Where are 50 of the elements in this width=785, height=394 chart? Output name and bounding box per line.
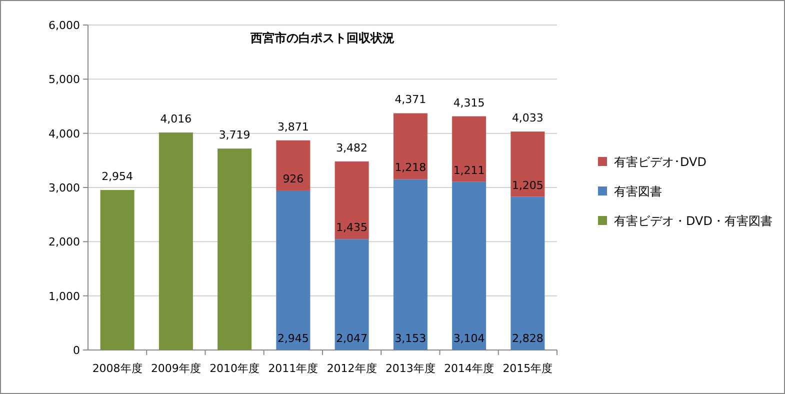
y-tick-label: 5,000 <box>48 73 80 86</box>
total-label: 3,871 <box>277 120 309 134</box>
data-label: 2,945 <box>277 332 309 345</box>
bar <box>393 113 428 180</box>
total-label: 4,033 <box>512 112 544 125</box>
bar <box>158 132 193 350</box>
bar <box>276 190 310 350</box>
total-label: 4,315 <box>453 96 485 110</box>
x-tick-label: 2011年度 <box>268 362 318 375</box>
legend-label: 有害ビデオ・DVD・有害図書 <box>614 214 772 228</box>
data-label: 2,047 <box>336 332 368 345</box>
bar <box>218 148 252 350</box>
data-label: 1,205 <box>512 178 544 192</box>
bar <box>276 140 310 190</box>
y-tick-label: 3,000 <box>48 182 80 194</box>
bar <box>510 132 545 197</box>
data-label: 3,153 <box>394 332 426 345</box>
total-label: 2,954 <box>102 170 134 183</box>
x-tick-label: 2015年度 <box>502 362 553 375</box>
bar <box>452 182 486 350</box>
data-label: 3,104 <box>453 332 485 345</box>
bar <box>100 190 134 350</box>
bar <box>452 116 486 182</box>
x-tick-label: 2013年度 <box>385 362 436 375</box>
y-tick-label: 1,000 <box>48 290 80 303</box>
total-label: 3,719 <box>218 128 250 142</box>
legend-label: 有害図書 <box>614 184 662 198</box>
y-tick-label: 6,000 <box>48 19 80 32</box>
data-label: 1,435 <box>336 221 368 234</box>
text: 西宮市の白ポスト回収状況 <box>250 31 394 45</box>
data-label: 2,828 <box>512 332 544 345</box>
x-tick-label: 2009年度 <box>150 362 201 375</box>
bar <box>510 196 545 350</box>
y-tick-label: 2,000 <box>48 236 80 249</box>
bar <box>334 161 369 240</box>
bar <box>393 179 428 350</box>
y-tick-label: 0 <box>73 344 80 357</box>
data-label: 1,211 <box>453 164 485 177</box>
x-tick-label: 2008年度 <box>92 362 142 375</box>
data-label: 926 <box>282 172 304 186</box>
total-label: 4,371 <box>394 93 426 106</box>
total-label: 4,016 <box>160 112 192 126</box>
bar <box>334 239 369 350</box>
data-label: 1,218 <box>394 161 426 174</box>
legend-label: 有害ビデオ･DVD <box>614 155 706 169</box>
x-tick-label: 2012年度 <box>326 362 377 375</box>
x-tick-label: 2014年度 <box>444 362 494 375</box>
y-tick-label: 4,000 <box>48 127 80 140</box>
x-tick-label: 2010年度 <box>210 362 260 375</box>
total-label: 3,482 <box>336 141 368 154</box>
